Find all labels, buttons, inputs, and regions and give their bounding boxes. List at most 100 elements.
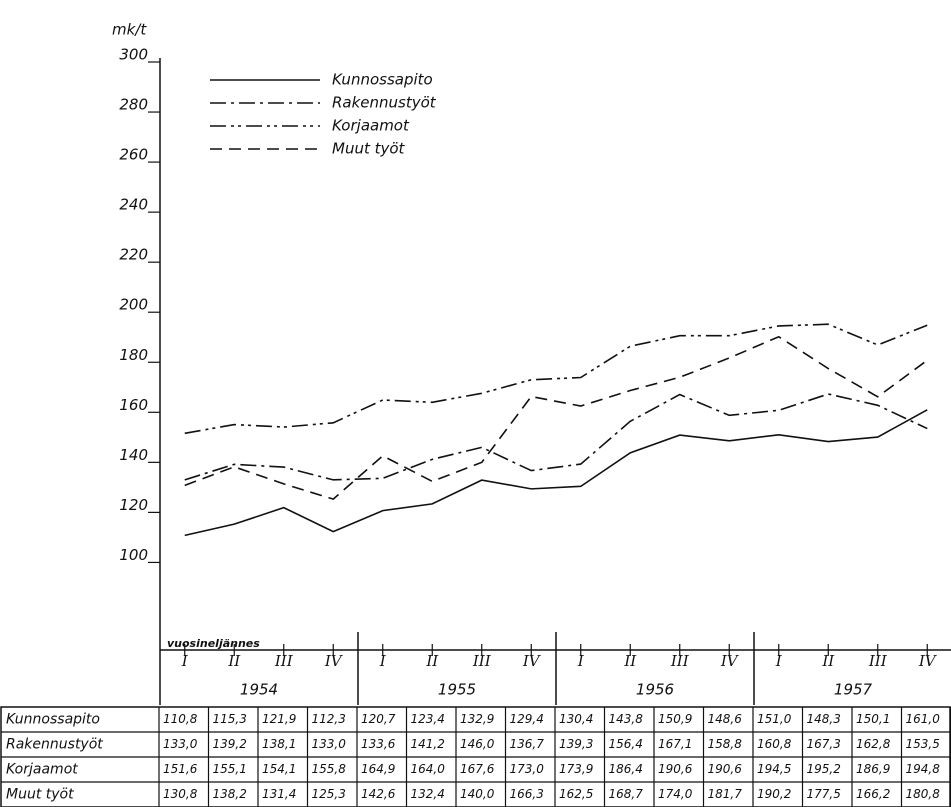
year-label: 1956 — [636, 681, 674, 699]
table-row-header: Rakennustyöt — [6, 737, 103, 753]
table-cell: 121,9 — [262, 712, 296, 726]
table-cell: 174,0 — [658, 787, 693, 801]
table-cell: 194,5 — [757, 762, 791, 776]
x-tick-label: IV — [324, 652, 344, 670]
table-row-header: Korjaamot — [6, 762, 78, 778]
table-cell: 146,0 — [460, 737, 495, 751]
y-tick-label: 240 — [119, 196, 148, 214]
x-tick-label: I — [379, 652, 387, 670]
table-cell: 136,7 — [510, 737, 545, 751]
x-tick-label: III — [274, 652, 294, 670]
table-cell: 173,0 — [510, 762, 545, 776]
y-tick-label: 260 — [119, 146, 148, 164]
table-cell: 194,8 — [906, 762, 941, 776]
x-tick-label: IV — [918, 652, 938, 670]
table-cell: 148,6 — [708, 712, 743, 726]
table-cell: 160,8 — [757, 737, 792, 751]
table-row-header: Muut työt — [6, 787, 74, 803]
table-cell: 154,1 — [262, 762, 296, 776]
table-cell: 150,1 — [856, 712, 890, 726]
table-cell: 166,2 — [856, 787, 890, 801]
table-cell: 186,4 — [609, 762, 643, 776]
table-cell: 132,9 — [460, 712, 494, 726]
x-tick-label: IV — [522, 652, 542, 670]
table-cell: 167,1 — [658, 737, 692, 751]
x-tick-label: I — [181, 652, 189, 670]
table-cell: 125,3 — [312, 787, 346, 801]
x-tick-label: III — [868, 652, 888, 670]
table-cell: 132,4 — [411, 787, 445, 801]
table-cell: 140,0 — [460, 787, 495, 801]
table-cell: 164,9 — [361, 762, 395, 776]
x-axis-label: vuosineljännes — [167, 637, 260, 650]
table-cell: 123,4 — [411, 712, 445, 726]
legend-label: Rakennustyöt — [332, 94, 437, 112]
table-cell: 130,4 — [559, 712, 593, 726]
table-cell: 151,6 — [163, 762, 198, 776]
table-cell: 180,8 — [906, 787, 941, 801]
table-cell: 190,6 — [708, 762, 743, 776]
table-cell: 190,2 — [757, 787, 791, 801]
table-cell: 177,5 — [807, 787, 841, 801]
table-cell: 162,8 — [856, 737, 891, 751]
table-cell: 167,3 — [807, 737, 841, 751]
table-row-header: Kunnossapito — [6, 712, 100, 728]
table-cell: 195,2 — [807, 762, 841, 776]
table-cell: 112,3 — [312, 712, 346, 726]
table-cell: 138,2 — [213, 787, 247, 801]
table-cell: 186,9 — [856, 762, 890, 776]
y-axis-label: mk/t — [112, 21, 147, 39]
legend-label: Korjaamot — [332, 117, 410, 135]
table-cell: 130,8 — [163, 787, 198, 801]
table-cell: 131,4 — [262, 787, 296, 801]
table-cell: 133,0 — [312, 737, 347, 751]
table-cell: 164,0 — [411, 762, 446, 776]
series-line — [184, 323, 928, 435]
legend-label: Muut työt — [332, 140, 406, 158]
series-line — [184, 335, 928, 501]
legend-label: Kunnossapito — [332, 71, 433, 89]
table-cell: 148,3 — [807, 712, 841, 726]
table-cell: 166,3 — [510, 787, 544, 801]
y-tick-label: 280 — [119, 96, 148, 114]
x-tick-label: III — [472, 652, 492, 670]
table-cell: 129,4 — [510, 712, 544, 726]
x-tick-label: II — [227, 652, 241, 670]
y-tick-label: 180 — [119, 346, 148, 364]
table-cell: 161,0 — [906, 712, 941, 726]
table-cell: 150,9 — [658, 712, 692, 726]
year-label: 1955 — [438, 681, 476, 699]
table-cell: 142,6 — [361, 787, 396, 801]
table-cell: 141,2 — [411, 737, 445, 751]
table-cell: 110,8 — [163, 712, 198, 726]
y-tick-label: 300 — [119, 46, 148, 64]
y-tick-label: 100 — [119, 546, 148, 564]
table-cell: 181,7 — [708, 787, 743, 801]
table-cell: 173,9 — [559, 762, 593, 776]
x-tick-label: IV — [720, 652, 740, 670]
table-cell: 162,5 — [559, 787, 593, 801]
x-tick-label: II — [821, 652, 835, 670]
table-cell: 143,8 — [609, 712, 644, 726]
table-cell: 139,2 — [213, 737, 247, 751]
y-tick-label: 200 — [119, 296, 148, 314]
x-tick-label: II — [425, 652, 439, 670]
x-tick-label: I — [577, 652, 585, 670]
table-cell: 120,7 — [361, 712, 396, 726]
y-tick-label: 120 — [119, 496, 148, 514]
table-cell: 190,6 — [658, 762, 693, 776]
year-label: 1954 — [240, 681, 278, 699]
table-cell: 138,1 — [262, 737, 296, 751]
table-cell: 155,8 — [312, 762, 347, 776]
table-cell: 158,8 — [708, 737, 743, 751]
series-line — [184, 393, 928, 481]
table-cell: 153,5 — [906, 737, 940, 751]
y-tick-label: 160 — [119, 396, 148, 414]
y-tick-label: 140 — [119, 446, 148, 464]
series-line — [184, 409, 928, 537]
table-cell: 139,3 — [559, 737, 593, 751]
table-cell: 155,1 — [213, 762, 247, 776]
year-label: 1957 — [834, 681, 873, 699]
table-cell: 115,3 — [213, 712, 247, 726]
